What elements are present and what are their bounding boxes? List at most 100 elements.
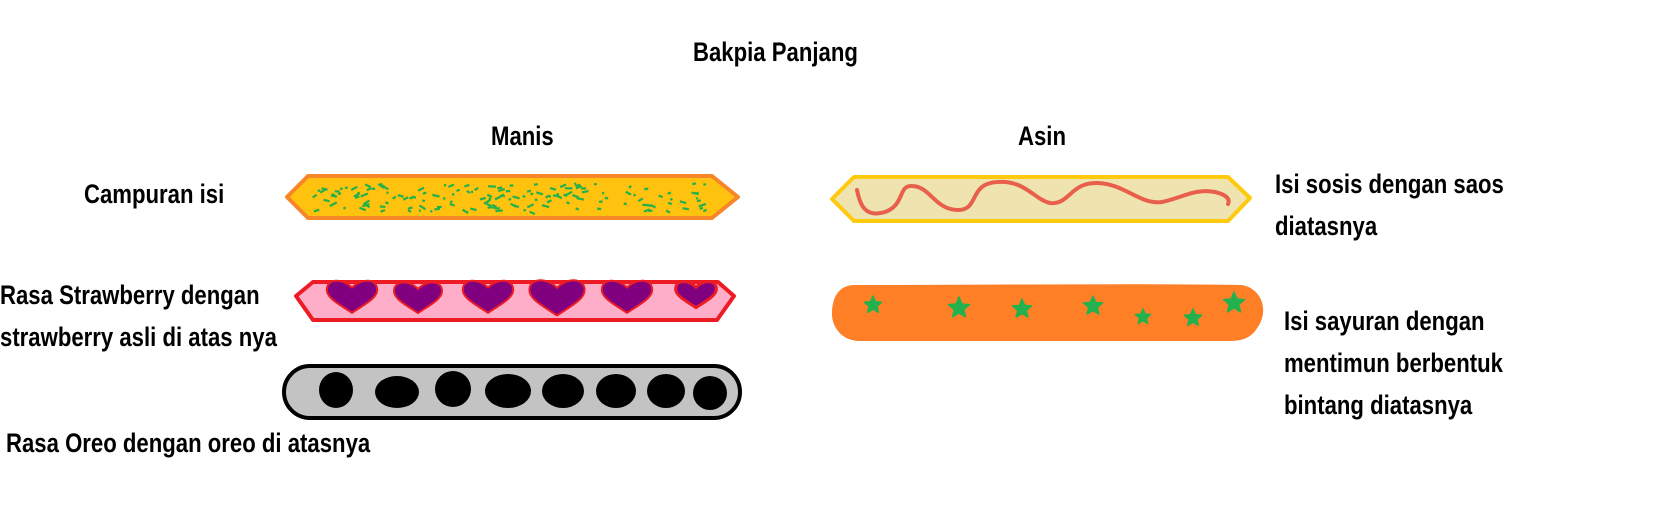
sprinkle bbox=[386, 191, 389, 194]
heart-icon bbox=[600, 279, 654, 315]
sprinkle bbox=[432, 193, 440, 198]
sprinkle bbox=[564, 187, 573, 190]
sprinkle bbox=[350, 185, 358, 191]
sprinkle bbox=[443, 183, 447, 187]
sprinkle bbox=[379, 205, 386, 209]
sprinkle bbox=[422, 191, 427, 195]
sprinkle bbox=[679, 200, 687, 205]
sprinkle bbox=[447, 183, 455, 188]
sprinkle bbox=[354, 195, 360, 199]
sprinkle bbox=[381, 184, 389, 191]
star-icon bbox=[947, 296, 971, 318]
sprinkle bbox=[429, 209, 433, 213]
sprinkle bbox=[604, 196, 609, 200]
sprinkle bbox=[495, 209, 503, 213]
oreo-icon bbox=[319, 372, 353, 408]
sprinkle bbox=[359, 206, 367, 212]
sprinkle bbox=[547, 194, 552, 198]
sprinkle bbox=[479, 196, 487, 201]
sprinkle bbox=[466, 190, 471, 194]
sprinkle bbox=[417, 186, 425, 192]
label-oreo: Rasa Oreo dengan oreo di atasnya bbox=[6, 428, 371, 458]
sprinkle bbox=[625, 190, 632, 196]
bakpia-strawberry bbox=[294, 279, 736, 322]
sprinkle bbox=[450, 200, 453, 203]
sprinkle bbox=[421, 199, 426, 203]
sprinkle bbox=[549, 186, 557, 191]
bakpia-campuran-isi bbox=[285, 174, 740, 220]
sprinkle bbox=[407, 209, 412, 213]
sprinkle bbox=[695, 197, 699, 200]
sprinkle bbox=[699, 206, 704, 211]
sprinkle bbox=[360, 192, 369, 198]
sprinkle bbox=[486, 193, 493, 198]
sprinkle bbox=[596, 207, 602, 211]
oreo-icon bbox=[485, 374, 531, 408]
label-campuran-isi: Campuran isi bbox=[84, 179, 225, 209]
sprinkle bbox=[407, 206, 413, 210]
sprinkle bbox=[703, 183, 707, 186]
star-icon bbox=[863, 295, 883, 314]
sprinkle bbox=[442, 197, 446, 200]
sprinkle bbox=[334, 190, 340, 193]
sprinkle bbox=[534, 198, 538, 202]
column-heading-asin: Asin bbox=[1018, 121, 1066, 151]
star-icon bbox=[1082, 295, 1104, 315]
sprinkle bbox=[526, 203, 535, 209]
label-sayuran: Isi sayuran dengan mentimun berbentuk bi… bbox=[1284, 306, 1503, 420]
sprinkle bbox=[497, 186, 503, 190]
sprinkle bbox=[581, 190, 589, 194]
bakpia-sosis bbox=[830, 175, 1252, 223]
sprinkle bbox=[487, 185, 496, 188]
sprinkle bbox=[456, 188, 461, 193]
oreo-icon bbox=[375, 376, 419, 408]
oreo-icon bbox=[596, 374, 636, 408]
label-sosis: Isi sosis dengan saos diatasnya bbox=[1275, 169, 1504, 241]
heart-icon bbox=[461, 279, 515, 315]
sprinkle bbox=[392, 195, 397, 200]
sprinkle bbox=[698, 202, 707, 208]
sprinkle bbox=[364, 203, 371, 209]
sprinkle bbox=[692, 182, 697, 186]
star-icon bbox=[1011, 298, 1033, 318]
bakpia-sayuran bbox=[831, 284, 1264, 341]
oreo-icon bbox=[542, 374, 584, 408]
label-strawberry: Rasa Strawberry dengan strawberry asli d… bbox=[0, 280, 277, 352]
sprinkle bbox=[632, 193, 637, 197]
oreo-icon-group bbox=[319, 371, 727, 410]
sprinkle bbox=[691, 191, 699, 196]
sprinkle bbox=[411, 195, 415, 199]
sprinkle bbox=[483, 199, 491, 205]
sprinkle bbox=[512, 195, 520, 200]
sprinkle bbox=[563, 193, 568, 198]
sprinkle bbox=[319, 188, 326, 194]
sprinkle bbox=[312, 193, 318, 199]
sprinkle bbox=[565, 190, 573, 197]
sprinkle bbox=[377, 183, 385, 189]
sauce-squiggle-icon bbox=[855, 179, 1231, 216]
sprinkle bbox=[449, 202, 456, 207]
sprinkle bbox=[342, 206, 347, 210]
sprinkle bbox=[505, 190, 511, 193]
sprinkle bbox=[658, 194, 664, 199]
sprinkle bbox=[471, 190, 474, 194]
sprinkle bbox=[575, 184, 582, 190]
sprinkle bbox=[362, 199, 371, 206]
sprinkle bbox=[545, 195, 549, 199]
sprinkle bbox=[598, 200, 603, 204]
sprinkle bbox=[513, 204, 520, 209]
sprinkle bbox=[397, 194, 404, 198]
sprinkle bbox=[436, 205, 442, 209]
sprinkle bbox=[384, 201, 389, 205]
sprinkle bbox=[575, 207, 580, 211]
sprinkle bbox=[317, 189, 321, 193]
sprinkle bbox=[665, 209, 671, 214]
sprinkle bbox=[529, 210, 536, 215]
sprinkle bbox=[696, 199, 702, 203]
sprinkle bbox=[556, 192, 560, 196]
sprinkle bbox=[546, 199, 552, 204]
sprinkle bbox=[418, 204, 427, 211]
sprinkle bbox=[494, 207, 501, 210]
sprinkle bbox=[497, 188, 506, 193]
sprinkle bbox=[566, 201, 570, 205]
